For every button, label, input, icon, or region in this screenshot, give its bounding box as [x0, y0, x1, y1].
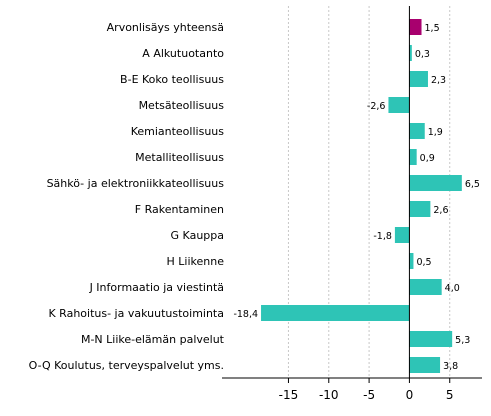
value-label: 4,0: [445, 283, 460, 294]
category-label: H Liikenne: [167, 255, 225, 268]
bar: [409, 45, 412, 61]
bar: [261, 305, 410, 321]
category-label: G Kauppa: [171, 229, 224, 242]
axis-layer: -15 -10 -5 0 5: [222, 6, 482, 402]
category-label: Metsäteollisuus: [139, 99, 225, 112]
x-tick-label: 5: [446, 388, 454, 402]
value-label: -18,4: [233, 309, 258, 320]
category-label: B-E Koko teollisuus: [120, 73, 224, 86]
bar: [409, 149, 417, 165]
category-label: A Alkutuotanto: [142, 47, 224, 60]
value-label: 2,3: [431, 75, 446, 86]
bar: [388, 97, 410, 113]
category-label: Sähkö- ja elektroniikkateollisuus: [47, 177, 225, 190]
bar-layer: [261, 19, 462, 373]
bar: [409, 279, 442, 295]
bar: [409, 253, 414, 269]
value-label: 0,5: [416, 257, 431, 268]
x-tick-label: -10: [319, 388, 339, 402]
category-label: K Rahoitus- ja vakuutustoiminta: [48, 307, 224, 320]
category-label: J Informaatio ja viestintä: [89, 281, 224, 294]
bar: [409, 201, 431, 217]
value-label: 3,8: [443, 361, 458, 372]
value-label: 0,9: [420, 153, 435, 164]
bar: [394, 227, 410, 243]
category-label: Kemianteollisuus: [131, 125, 225, 138]
x-tick-label: -5: [363, 388, 375, 402]
category-label: F Rakentaminen: [135, 203, 224, 216]
value-label: 1,5: [425, 23, 440, 34]
value-label: -2,6: [367, 101, 386, 112]
label-layer: Arvonlisäys yhteensä 1,5 A Alkutuotanto 0,3…: [29, 21, 480, 372]
category-label: Arvonlisäys yhteensä: [107, 21, 224, 34]
value-label: 2,6: [433, 205, 448, 216]
bar: [409, 19, 422, 35]
x-tick-label: -15: [279, 388, 299, 402]
bar: [409, 331, 453, 347]
value-label: 5,3: [455, 335, 470, 346]
category-label: Metalliteollisuus: [135, 151, 224, 164]
value-label: -1,8: [373, 231, 392, 242]
bar: [409, 71, 428, 87]
x-tick-label: 0: [406, 388, 414, 402]
bar: [409, 123, 425, 139]
value-label: 0,3: [415, 49, 430, 60]
value-label: 6,5: [465, 179, 480, 190]
bar: [409, 357, 441, 373]
category-label: M-N Liike-elämän palvelut: [81, 333, 225, 346]
bar: [409, 175, 462, 191]
value-label: 1,9: [428, 127, 443, 138]
category-label: O-Q Koulutus, terveyspalvelut yms.: [29, 359, 224, 372]
grid-layer: [287, 6, 451, 378]
